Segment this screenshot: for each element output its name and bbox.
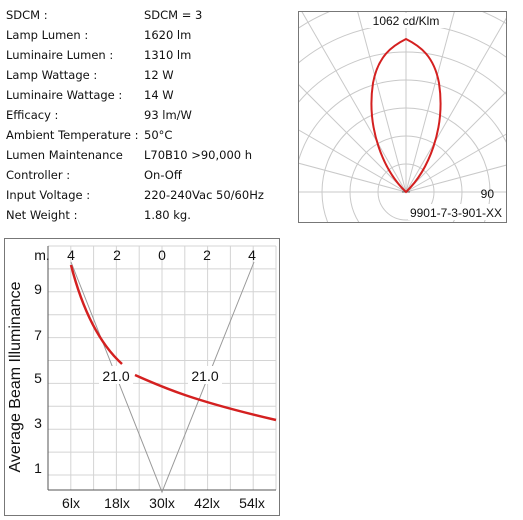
spec-label: Input Voltage :: [6, 188, 91, 202]
polar-spoke: [405, 164, 506, 193]
height-tick-label: 3: [34, 415, 42, 431]
peak-label-background: [364, 13, 448, 28]
height-tick-labels: 9 7 5 3 1: [34, 281, 42, 476]
distance-tick-label: 2: [113, 247, 121, 263]
distance-tick-label: 0: [158, 247, 166, 263]
polar-spoke: [405, 12, 455, 193]
polar-spoke: [299, 84, 407, 193]
spec-row: Net Weight : 1.80 kg.: [6, 205, 296, 225]
illuminance-tick-label: 30lx: [149, 495, 175, 511]
spec-row: Lamp Wattage : 12 W: [6, 65, 296, 85]
illuminance-curve: [69, 264, 277, 422]
distance-tick-label: 4: [67, 247, 75, 263]
angle-label-90: 90: [481, 187, 495, 201]
spec-label: Controller :: [6, 168, 71, 182]
height-tick-label: 7: [34, 327, 42, 343]
spec-row: Luminaire Lumen : 1310 lm: [6, 45, 296, 65]
spec-row: Luminaire Wattage : 14 W: [6, 85, 296, 105]
intensity-curve: [370, 37, 442, 194]
polar-spoke: [299, 162, 407, 193]
polar-light-distribution-diagram: 1062 cd/Klm 90 9901-7-3-901-XX: [298, 11, 507, 223]
spec-table: SDCM : SDCM = 3 Lamp Lumen : 1620 lm Luminai…: [6, 0, 296, 228]
product-code: 9901-7-3-901-XX: [410, 206, 502, 220]
polar-spoke: [299, 129, 407, 193]
beam-angle-left: 21.0: [102, 368, 129, 384]
height-tick-label: 9: [34, 281, 42, 297]
polar-spoke: [405, 17, 506, 193]
spec-row: Efficacy : 93 lm/W: [6, 105, 296, 125]
spec-value: 1620 lm: [144, 28, 192, 42]
spec-row: Lumen Maintenance L70B10 >90,000 h: [6, 145, 296, 165]
beam-angle-right-background: [188, 366, 222, 384]
unit-label: m.: [34, 247, 50, 263]
peak-intensity-label: 1062 cd/Klm: [373, 14, 440, 28]
code-label-background: [408, 204, 505, 220]
illuminance-tick-label: 6lx: [62, 495, 80, 511]
beam-angle-left-background: [99, 366, 133, 384]
illuminance-tick-label: 42lx: [194, 495, 220, 511]
spec-value: L70B10 >90,000 h: [144, 148, 253, 162]
spec-row: Lamp Lumen : 1620 lm: [6, 25, 296, 45]
illuminance-tick-label: 54lx: [239, 495, 265, 511]
spec-value: 220-240Vac 50/60Hz: [144, 188, 264, 202]
spec-label: Lamp Lumen :: [6, 28, 89, 42]
height-tick-label: 1: [34, 460, 42, 476]
spec-row: SDCM : SDCM = 3: [6, 5, 296, 25]
spec-label: Efficacy :: [6, 108, 59, 122]
spec-label: Luminaire Lumen :: [6, 48, 114, 62]
polar-spoke: [357, 12, 407, 193]
illuminance-tick-label: 18lx: [104, 495, 130, 511]
polar-spoke: [405, 91, 506, 193]
beam-grid: [47, 245, 277, 491]
distance-tick-labels: 4 2 0 2 4: [67, 247, 256, 263]
spec-value: On-Off: [144, 168, 182, 182]
spec-value: 93 lm/W: [144, 108, 192, 122]
spec-label: Ambient Temperature :: [6, 128, 139, 142]
beam-angle-right: 21.0: [191, 368, 218, 384]
spec-label: Net Weight :: [6, 208, 78, 222]
spec-value: 12 W: [144, 68, 174, 82]
spec-value: SDCM = 3: [144, 8, 203, 22]
spec-label: Lamp Wattage :: [6, 68, 98, 82]
spec-label: SDCM :: [6, 8, 48, 22]
distance-tick-label: 4: [248, 247, 256, 263]
spec-label: Luminaire Wattage :: [6, 88, 123, 102]
spec-row: Controller : On-Off: [6, 165, 296, 185]
polar-spoke: [405, 133, 506, 193]
illuminance-tick-labels: 6lx 18lx 30lx 42lx 54lx: [62, 495, 265, 511]
spec-row: Input Voltage : 220-240Vac 50/60Hz: [6, 185, 296, 205]
spec-label: Lumen Maintenance: [6, 148, 123, 162]
polar-spoke: [301, 12, 407, 193]
y-axis-title: Average Beam Illuminance: [7, 281, 24, 472]
spec-value: 1.80 kg.: [144, 208, 191, 222]
distance-tick-label: 2: [203, 247, 211, 263]
spec-value: 50°C: [144, 128, 173, 142]
spec-value: 1310 lm: [144, 48, 192, 62]
spec-row: Ambient Temperature : 50°C: [6, 125, 296, 145]
height-tick-label: 5: [34, 370, 42, 386]
spec-value: 14 W: [144, 88, 174, 102]
